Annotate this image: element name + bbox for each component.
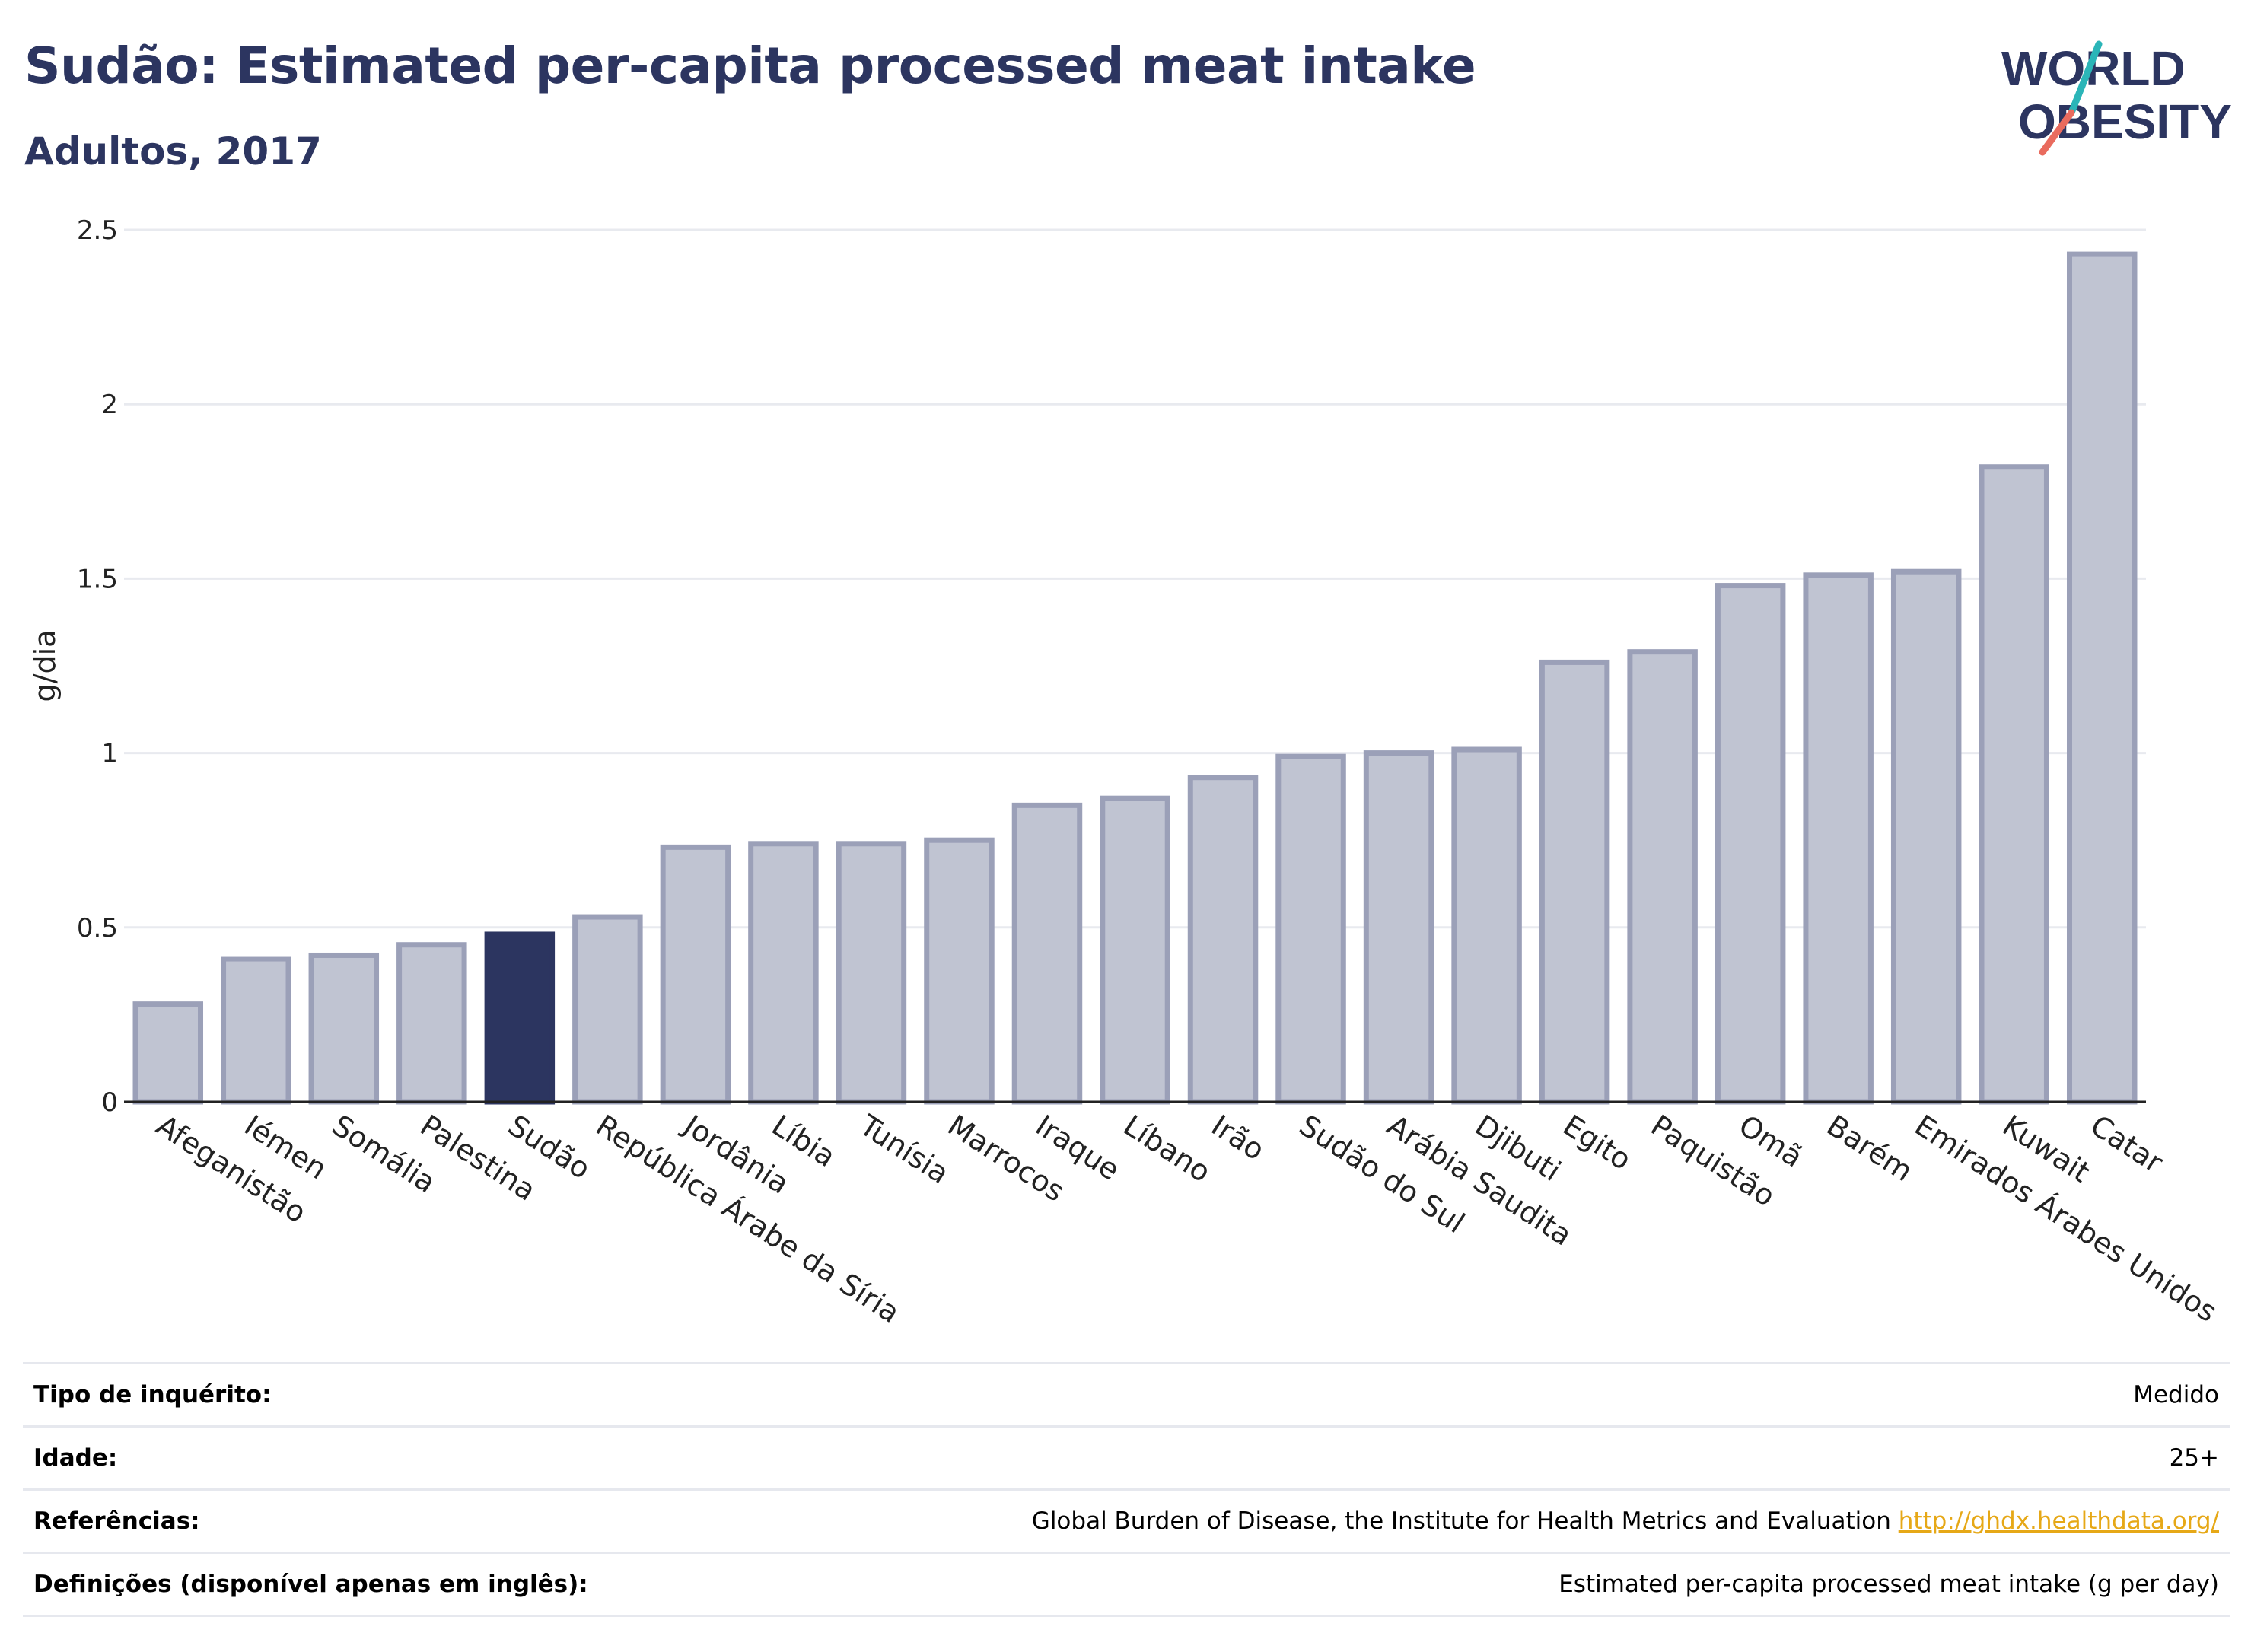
x-tick-label: Tunísia	[853, 1108, 955, 1190]
chart-title: Sudão: Estimated per-capita processed me…	[24, 37, 1476, 95]
meta-row-references: Referências: Global Burden of Disease, t…	[23, 1488, 2230, 1554]
meta-key: Idade:	[23, 1425, 735, 1491]
meta-key: Tipo de inquérito:	[23, 1362, 735, 1428]
y-axis-label: g/dia	[28, 630, 62, 702]
bar	[1979, 464, 2049, 1105]
bar	[1187, 775, 1259, 1105]
meta-row-age: Idade: 25+	[23, 1425, 2230, 1491]
x-tick-label: Catar	[2084, 1109, 2169, 1180]
bar	[308, 952, 380, 1105]
meta-value: 25+	[734, 1425, 2230, 1491]
y-tick-label: 0	[101, 1087, 118, 1118]
bar	[1627, 649, 1698, 1105]
bar	[836, 841, 907, 1105]
bar	[1890, 568, 1962, 1105]
metadata-table: Tipo de inquérito: Medido Idade: 25+ Ref…	[23, 1362, 2230, 1617]
bar	[924, 837, 995, 1105]
y-tick-label: 1.5	[77, 564, 118, 594]
meta-value: Global Burden of Disease, the Institute …	[1031, 1507, 1891, 1535]
bar	[1715, 583, 1786, 1105]
logo-slash-teal	[2068, 40, 2103, 116]
chart-subtitle: Adultos, 2017	[24, 129, 322, 173]
bar	[1803, 572, 1874, 1105]
meta-value: Estimated per-capita processed meat inta…	[734, 1552, 2230, 1617]
x-tick-label: Líbano	[1118, 1109, 1217, 1189]
bar	[1539, 659, 1610, 1105]
bar	[1451, 746, 1522, 1105]
x-tick-label: Barém	[1821, 1109, 1918, 1189]
y-tick-label: 1	[101, 739, 118, 769]
x-tick-label: Egito	[1557, 1109, 1637, 1177]
bar	[1011, 802, 1083, 1105]
y-tick-label: 0.5	[77, 913, 118, 944]
bar	[748, 841, 819, 1105]
meta-value: Medido	[734, 1362, 2230, 1428]
bar	[1275, 753, 1346, 1105]
y-tick-label: 2.5	[77, 215, 118, 246]
meta-row-survey-type: Tipo de inquérito: Medido	[23, 1362, 2230, 1428]
bar	[660, 844, 731, 1105]
bar-chart: 00.511.522.5g/diaAfeganistãoIémenSomália…	[28, 215, 2223, 1329]
bar	[396, 942, 467, 1105]
meta-key: Definições (disponível apenas em inglês)…	[23, 1552, 735, 1617]
x-tick-label: Irão	[1205, 1109, 1271, 1167]
bar	[1363, 750, 1434, 1105]
world-obesity-logo: WORLD OBESITY	[2001, 40, 2232, 156]
bar	[572, 914, 643, 1105]
bar	[221, 956, 291, 1105]
logo-slash-coral	[2039, 109, 2075, 156]
bar	[1100, 795, 1170, 1105]
reference-link[interactable]: http://ghdx.healthdata.org/	[1898, 1507, 2219, 1535]
meta-key: Referências:	[23, 1488, 735, 1554]
bar	[2066, 251, 2138, 1105]
bar-highlighted	[484, 931, 556, 1105]
y-tick-label: 2	[101, 390, 118, 420]
meta-row-definitions: Definições (disponível apenas em inglês)…	[23, 1552, 2230, 1617]
bar	[132, 1001, 204, 1105]
x-tick-label: Afeganistão	[151, 1109, 312, 1230]
